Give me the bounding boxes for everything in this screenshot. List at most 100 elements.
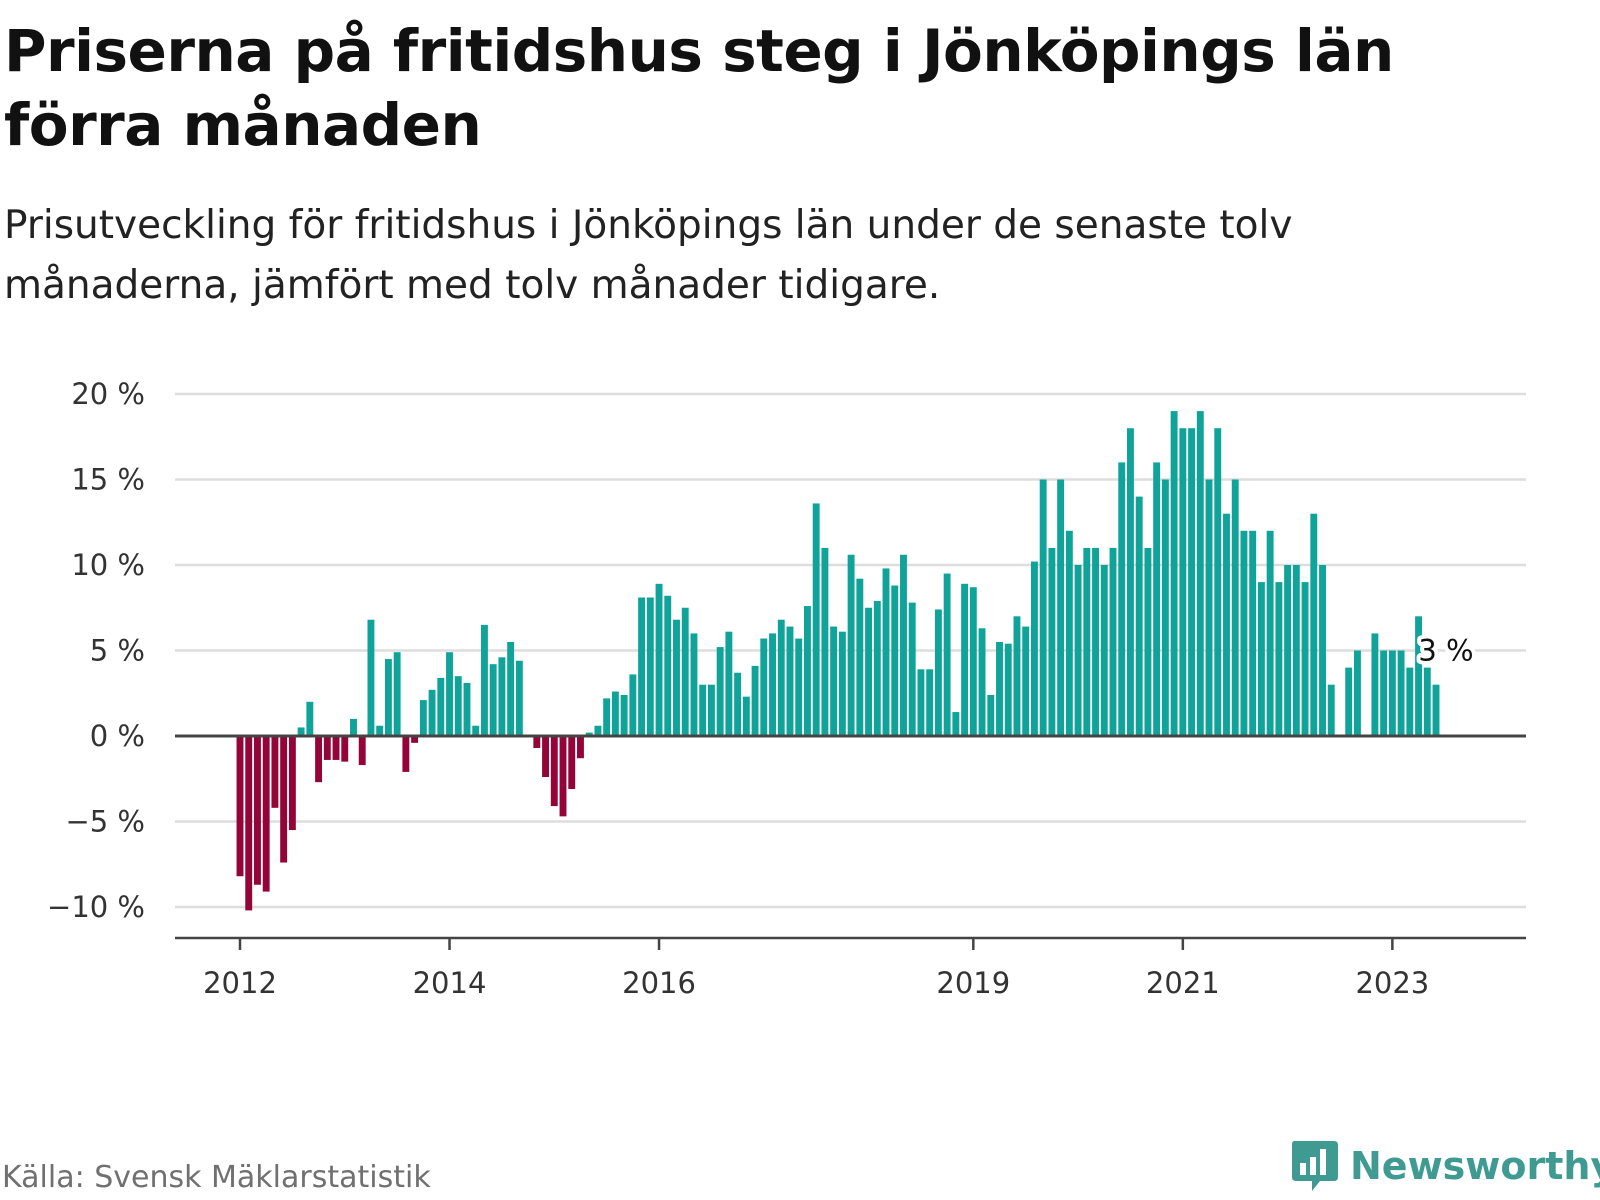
bar [673, 619, 680, 736]
bar [1214, 428, 1222, 736]
bar [559, 736, 567, 817]
bar [245, 736, 253, 911]
bar [1371, 633, 1379, 736]
bar [1205, 479, 1213, 736]
bar [1380, 650, 1388, 736]
bar [734, 672, 742, 736]
bar [969, 587, 977, 736]
bar [1292, 565, 1300, 736]
bar [350, 718, 357, 736]
bar [891, 585, 899, 736]
bar [1406, 667, 1414, 736]
bar [1397, 650, 1405, 736]
bar [786, 626, 794, 736]
bar [611, 691, 619, 736]
bar [367, 619, 375, 736]
bar [550, 736, 558, 807]
bar [376, 725, 384, 736]
bar [1353, 650, 1361, 736]
bar [934, 609, 942, 736]
bar [821, 547, 829, 736]
bar [542, 736, 549, 778]
bar [1030, 561, 1038, 736]
bar [472, 725, 480, 736]
bar [1039, 479, 1047, 736]
bar [568, 736, 576, 790]
bar [1415, 616, 1422, 736]
bar [393, 652, 401, 736]
bar [1083, 547, 1091, 736]
bar [1249, 530, 1257, 736]
y-tick-label: 5 % [90, 634, 145, 668]
bar [865, 607, 873, 736]
bar [629, 674, 637, 736]
bar [1118, 462, 1126, 736]
bar [1179, 428, 1187, 736]
bar [716, 647, 724, 736]
bar [847, 554, 855, 736]
bar [1144, 547, 1152, 736]
bar [1092, 547, 1099, 736]
bar [262, 736, 270, 892]
bar [480, 624, 488, 736]
bar [1301, 582, 1309, 736]
x-tick-label: 2019 [936, 966, 1010, 1000]
x-tick-label: 2014 [413, 966, 487, 1000]
bar-chart: −10 % −5 % 0 % 5 % 10 % 15 % 20 % 2012 2014 2016… [47, 377, 1526, 1000]
bar [603, 698, 611, 736]
bar [1196, 411, 1204, 736]
bar [1319, 565, 1326, 736]
x-tick-label: 2016 [622, 966, 696, 1000]
bar [1432, 684, 1440, 736]
end-label-group: 3 % [1414, 630, 1477, 672]
bar [751, 665, 759, 736]
bar [254, 736, 261, 885]
x-tick-label: 2012 [203, 966, 277, 1000]
bar [1257, 582, 1265, 736]
bar [437, 677, 445, 736]
bar [1109, 547, 1117, 736]
bar [1266, 530, 1274, 736]
bar [419, 700, 427, 736]
bar [306, 701, 314, 736]
bar [1388, 650, 1396, 736]
bar [987, 694, 995, 736]
bar [620, 694, 628, 736]
bar [454, 676, 462, 736]
bar [411, 736, 419, 743]
bar [1188, 428, 1196, 736]
y-tick-label: 15 % [71, 463, 145, 497]
x-axis: 2012 2014 2016 2019 2021 2023 [175, 936, 1526, 1000]
y-tick-label: −10 % [47, 890, 145, 924]
bar [655, 583, 663, 736]
bar [795, 638, 803, 736]
bar [1170, 411, 1178, 736]
bar [882, 568, 890, 736]
bar [332, 736, 340, 760]
bar [515, 660, 523, 736]
bar [1275, 582, 1283, 736]
y-tick-label: 20 % [71, 377, 145, 411]
bar [271, 736, 279, 808]
bar [742, 696, 750, 736]
bar [533, 736, 541, 748]
y-tick-label: 10 % [71, 548, 145, 582]
bar [725, 631, 733, 736]
bar [769, 633, 776, 736]
bar [961, 583, 969, 736]
end-value-label: 3 % [1418, 634, 1473, 668]
bar [297, 727, 305, 736]
bar [856, 578, 864, 736]
bar [777, 619, 785, 736]
bar [830, 626, 838, 736]
bar [1240, 530, 1248, 736]
bar [1153, 462, 1161, 736]
bar [1022, 626, 1030, 736]
bars [236, 411, 1440, 911]
bar [1231, 479, 1239, 736]
y-tick-label: 0 % [90, 719, 145, 753]
x-tick-label: 2023 [1355, 966, 1429, 1000]
bar [594, 725, 602, 736]
newsworthy-logo-icon [1292, 1141, 1338, 1191]
brand-name: Newsworthy [1350, 1144, 1600, 1188]
